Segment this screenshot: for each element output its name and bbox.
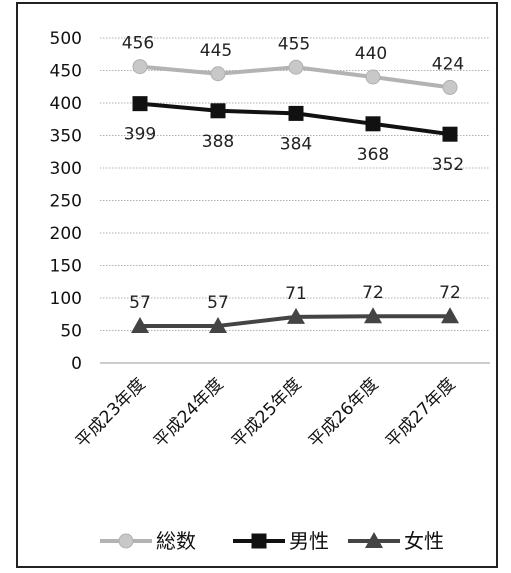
series-2-point-1 <box>132 96 148 112</box>
series-3-data-label-3: 71 <box>285 284 307 304</box>
legend-marker-2 <box>251 533 267 549</box>
series-2-data-label-3: 384 <box>280 134 312 154</box>
y-tick-label-400: 400 <box>50 94 82 114</box>
series-1-data-label-3: 455 <box>278 34 310 54</box>
y-tick-label-50: 50 <box>60 322 82 342</box>
y-tick-label-250: 250 <box>50 192 82 212</box>
y-tick-label-100: 100 <box>50 289 82 309</box>
series-1-data-label-5: 424 <box>432 54 464 74</box>
x-tick-label-4: 平成26年度 <box>305 374 383 452</box>
series-3-point-4 <box>364 307 382 324</box>
series-3-point-1 <box>131 316 149 333</box>
legend-label-3: 女性 <box>404 529 444 553</box>
series-2-point-2 <box>210 103 226 119</box>
legend-marker-3 <box>365 532 383 548</box>
series-3-data-label-2: 57 <box>207 293 229 313</box>
y-tick-label-200: 200 <box>50 224 82 244</box>
series-1-point-5 <box>442 79 458 95</box>
legend-marker-1 <box>118 533 134 549</box>
series-3-point-3 <box>287 307 305 324</box>
series-1-point-1 <box>132 59 148 75</box>
y-tick-label-350: 350 <box>50 127 82 147</box>
series-2-data-label-5: 352 <box>432 155 464 175</box>
legend-label-1: 総数 <box>156 529 196 553</box>
series-3-point-2 <box>209 316 227 333</box>
series-3-data-label-1: 57 <box>129 293 151 313</box>
y-tick-label-0: 0 <box>71 354 82 374</box>
chart-frame <box>16 2 498 568</box>
series-2-point-4 <box>365 116 381 132</box>
series-1-data-label-4: 440 <box>355 44 387 64</box>
y-tick-label-300: 300 <box>50 159 82 179</box>
series-2-data-label-4: 368 <box>357 145 389 165</box>
y-tick-label-500: 500 <box>50 29 82 49</box>
x-tick-label-2: 平成24年度 <box>150 374 228 452</box>
series-3-data-label-5: 72 <box>439 283 461 303</box>
series-3-point-5 <box>441 307 459 324</box>
y-tick-label-150: 150 <box>50 257 82 277</box>
y-tick-label-450: 450 <box>50 62 82 82</box>
x-tick-label-5: 平成27年度 <box>382 374 460 452</box>
series-2-data-label-2: 388 <box>202 132 234 152</box>
series-2-data-label-1: 399 <box>124 125 156 145</box>
x-tick-label-3: 平成25年度 <box>228 374 306 452</box>
series-1-point-2 <box>210 66 226 82</box>
series-1-point-4 <box>365 69 381 85</box>
legend-label-2: 男性 <box>289 529 329 553</box>
series-1-data-label-2: 445 <box>200 41 232 61</box>
series-1-data-label-1: 456 <box>122 34 154 54</box>
series-3-data-label-4: 72 <box>362 283 384 303</box>
series-2-point-3 <box>288 105 304 121</box>
x-tick-label-1: 平成23年度 <box>72 374 150 452</box>
series-2-point-5 <box>442 126 458 142</box>
series-1-point-3 <box>288 59 304 75</box>
